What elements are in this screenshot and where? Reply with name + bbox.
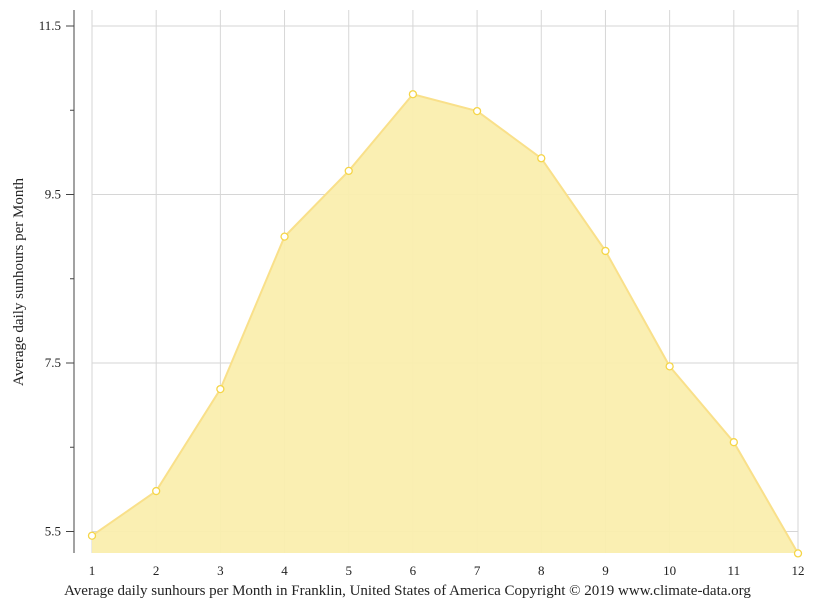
data-point[interactable] [472,106,482,116]
svg-text:11.5: 11.5 [39,18,61,33]
data-point[interactable] [665,362,674,371]
area-fill [92,94,798,554]
data-point[interactable] [537,154,546,163]
svg-text:3: 3 [217,563,224,578]
svg-text:7: 7 [474,563,481,578]
data-point[interactable] [344,166,353,176]
data-point[interactable] [280,232,289,241]
svg-text:9: 9 [602,563,609,578]
data-point[interactable] [793,549,803,558]
svg-text:8: 8 [538,563,545,578]
data-points [87,90,803,558]
data-point[interactable] [216,384,225,394]
svg-text:9.5: 9.5 [45,187,61,202]
svg-text:4: 4 [281,563,288,578]
data-point[interactable] [729,438,738,447]
svg-text:12: 12 [792,563,805,578]
data-point[interactable] [87,531,97,540]
svg-text:5: 5 [345,563,352,578]
svg-text:1: 1 [89,563,96,578]
y-axis: 5.5 7.5 9.5 11.5 [39,10,75,553]
x-axis-labels: 1 2 3 4 5 6 7 8 9 10 11 12 [89,563,805,578]
data-point[interactable] [152,486,161,496]
data-line [91,93,799,554]
svg-text:2: 2 [153,563,160,578]
svg-text:6: 6 [410,563,417,578]
data-point[interactable] [601,246,610,256]
y-axis-title: Average daily sunhours per Month [11,178,27,387]
svg-text:10: 10 [663,563,676,578]
data-point[interactable] [408,90,418,99]
svg-text:7.5: 7.5 [45,355,61,370]
x-axis-caption: Average daily sunhours per Month in Fran… [64,583,751,599]
svg-text:5.5: 5.5 [45,524,61,539]
svg-text:11: 11 [728,563,741,578]
